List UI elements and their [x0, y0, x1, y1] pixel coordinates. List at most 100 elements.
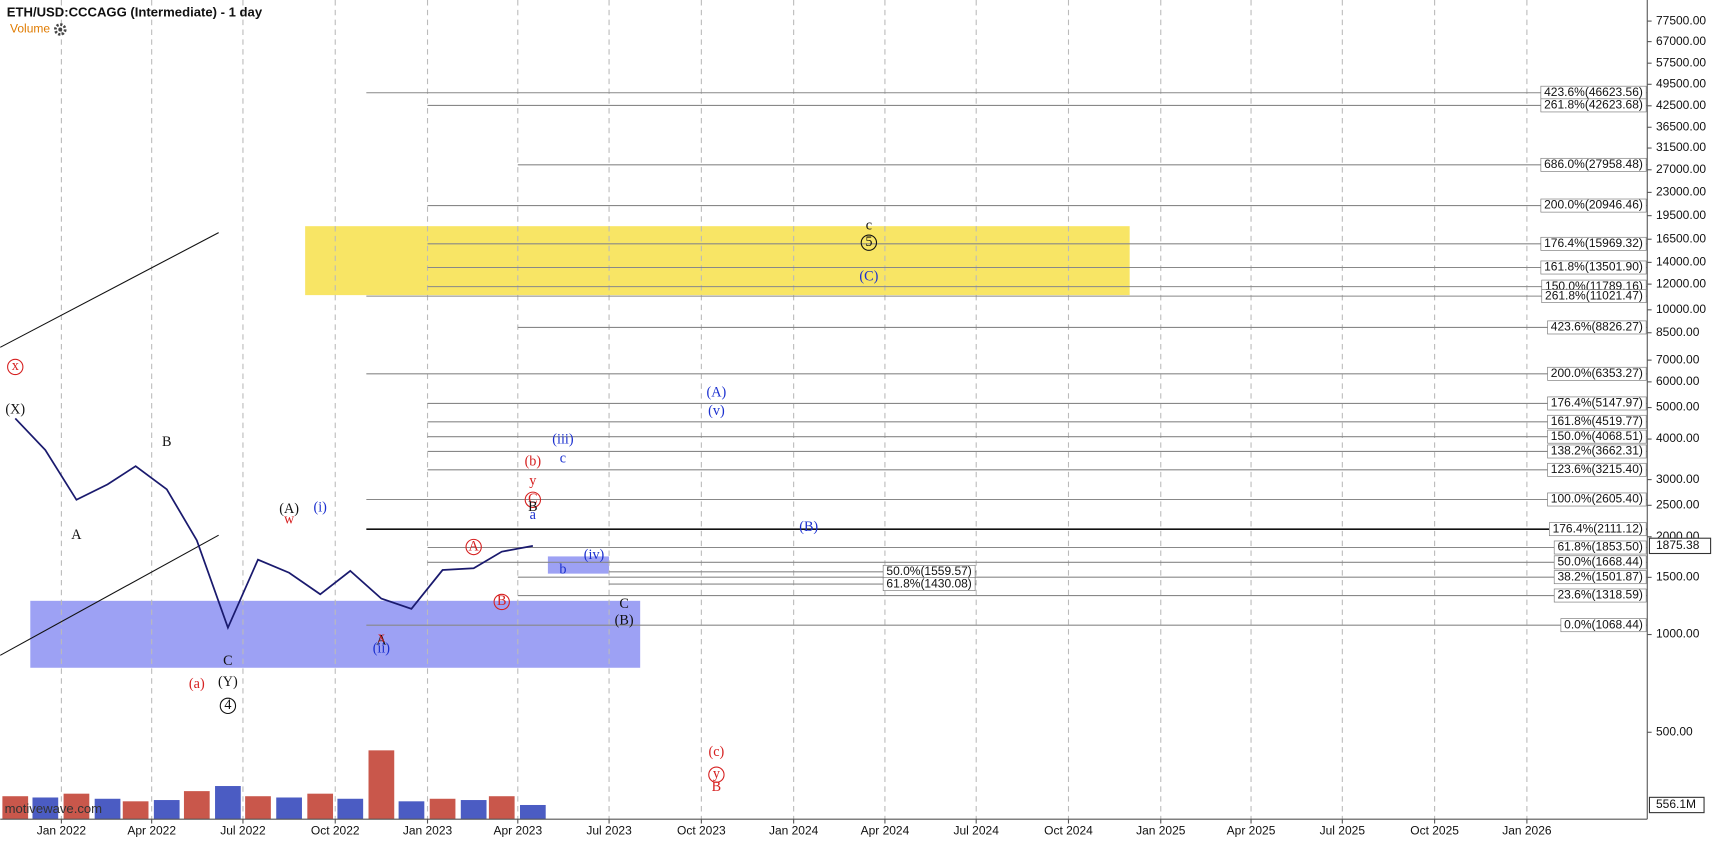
wave-label: C [619, 596, 628, 612]
settings-icon[interactable] [54, 23, 67, 36]
wave-label: (X) [5, 402, 25, 418]
fib-label: 50.0%(1668.44) [1557, 555, 1642, 569]
wave-label: 5 [865, 234, 872, 250]
volume-bar [276, 797, 302, 820]
volume-bar [245, 796, 271, 820]
y-tick-label: 2500.00 [1656, 497, 1700, 511]
y-tick-label: 5000.00 [1656, 400, 1700, 414]
wave-label: B [162, 434, 171, 450]
fib-label: 61.8%(1853.50) [1557, 540, 1642, 554]
annotation-circle [7, 358, 24, 376]
fib-label: 138.2%(3662.31) [1551, 444, 1643, 458]
fib-label: 261.8%(11021.47) [1545, 288, 1643, 302]
volume-bar [519, 804, 546, 820]
fib-label: 123.6%(3215.40) [1551, 462, 1643, 476]
volume-bar [215, 786, 241, 820]
fib-label: 176.4%(15969.32) [1544, 236, 1643, 250]
y-tick-label: 7000.00 [1656, 352, 1700, 366]
volume-marker: 556.1M [1656, 797, 1696, 811]
fib-label-box [1553, 588, 1647, 603]
fib-label: 176.4%(2111.12) [1553, 521, 1643, 535]
x-tick-label: Oct 2025 [1410, 823, 1459, 837]
x-tick-label: Jan 2023 [403, 823, 453, 837]
fib-label: 200.0%(6353.27) [1551, 366, 1643, 380]
volume-bar [368, 750, 395, 820]
fib-label: 261.8%(42623.68) [1544, 98, 1643, 112]
fib-label-box [1540, 198, 1647, 213]
fib-label: 38.2%(1501.87) [1557, 569, 1642, 583]
volume-bar [32, 797, 59, 820]
wave-label: (b) [525, 454, 542, 470]
fib-label-box [1540, 98, 1647, 113]
fib-label: 423.6%(46623.56) [1544, 85, 1643, 99]
wave-label: (i) [313, 499, 327, 515]
fib-label-box [1553, 540, 1647, 555]
fib-label: 176.4%(5147.97) [1551, 396, 1643, 410]
annotation-circle [860, 234, 878, 251]
fib-label-box [1553, 555, 1647, 570]
fib-label-box [1548, 522, 1647, 537]
wave-label: (A) [279, 501, 299, 517]
y-tick-label: 57500.00 [1656, 55, 1706, 69]
wave-label: A [376, 632, 387, 648]
y-tick-label: 500.00 [1656, 724, 1693, 738]
fib-label: 0.0%(1068.44) [1564, 617, 1643, 631]
fib-label-box [1540, 260, 1647, 275]
fib-label: 150.0%(4068.51) [1551, 429, 1643, 443]
fib-label-box [1540, 236, 1647, 251]
wave-label: c [560, 450, 566, 466]
plot [2, 417, 546, 820]
volume-bar [429, 798, 456, 820]
indicator-label: Volume [10, 22, 50, 36]
x-tick-label: Jul 2022 [220, 823, 266, 837]
grid [60, 0, 1528, 820]
zone [305, 226, 1130, 296]
volume-bar [337, 798, 364, 820]
wave-label: (v) [708, 403, 725, 419]
fib-label: 100.0%(2605.40) [1551, 492, 1643, 506]
wave-label: B [712, 779, 721, 795]
wave-label: (A) [707, 385, 727, 401]
wave-label: x [378, 629, 385, 645]
y-tick-label: 14000.00 [1656, 255, 1706, 269]
x-tick-label: Jan 2026 [1502, 823, 1552, 837]
wave-label: C [223, 653, 232, 669]
fib-label-box [1547, 492, 1647, 507]
annotation-circle [708, 766, 725, 783]
y-tick-label: 31500.00 [1656, 140, 1706, 154]
fib-label: 161.8%(4519.77) [1551, 414, 1643, 428]
y-tick-label: 42500.00 [1656, 98, 1706, 112]
x-tick-label: Jul 2024 [954, 823, 1000, 837]
x-tick-label: Jan 2025 [1136, 823, 1186, 837]
wave-label: w [284, 511, 295, 527]
wave-label: A [469, 538, 480, 554]
volume-marker-box [1648, 796, 1705, 814]
wave-label: B [497, 593, 506, 609]
fib-label: 50.0%(1559.57) [886, 564, 971, 578]
x-tick-label: Oct 2022 [311, 823, 360, 837]
volume-bar [63, 793, 90, 820]
wave-label: (B) [799, 519, 818, 535]
y-tick-label: 23000.00 [1656, 185, 1706, 199]
volume-bar [153, 800, 180, 820]
fib-label: 423.6%(8826.27) [1551, 320, 1643, 334]
fib-label: 161.8%(13501.90) [1544, 260, 1643, 274]
wave-label: x [12, 358, 19, 374]
volume-bar [183, 791, 210, 820]
volume-bar [488, 796, 515, 820]
y-tick-label: 6000.00 [1656, 374, 1700, 388]
fib-label-box [1553, 570, 1647, 585]
zone [547, 556, 610, 574]
y-tick-label: 4000.00 [1656, 431, 1700, 445]
wave-label: c [866, 217, 872, 233]
y-tick-label: 49500.00 [1656, 76, 1706, 90]
wave-label: (C) [859, 268, 878, 284]
volume-bar [94, 798, 121, 820]
channel-line [0, 534, 219, 656]
y-tick-label: 1500.00 [1656, 570, 1700, 584]
price-marker-box [1648, 537, 1712, 555]
channel-line [0, 232, 219, 348]
